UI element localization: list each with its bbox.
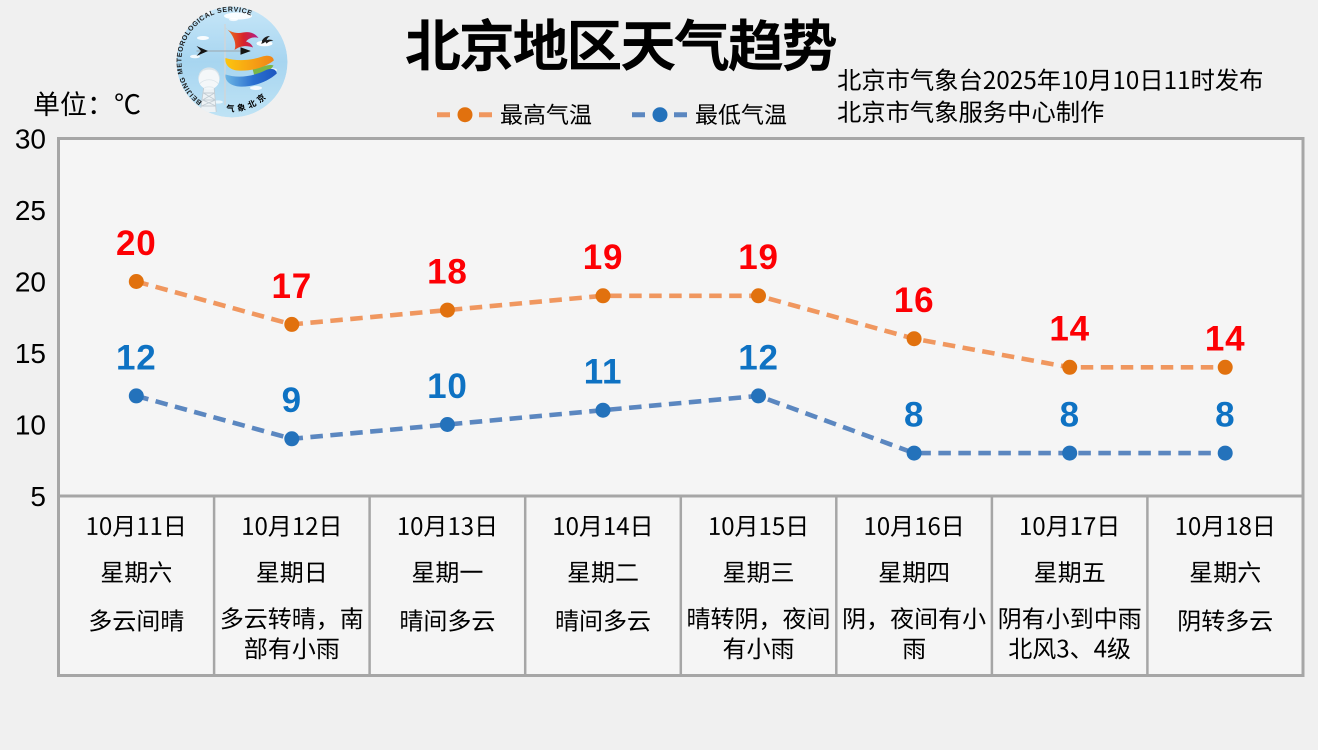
svg-text:8: 8	[1215, 396, 1235, 435]
svg-text:19: 19	[738, 238, 779, 277]
svg-text:11: 11	[584, 353, 623, 392]
svg-text:18: 18	[427, 253, 468, 292]
svg-text:12: 12	[116, 338, 157, 377]
svg-text:14: 14	[1049, 310, 1090, 349]
svg-text:25: 25	[15, 195, 46, 226]
svg-text:10: 10	[427, 367, 468, 406]
svg-text:15: 15	[15, 338, 46, 369]
svg-text:16: 16	[894, 281, 935, 320]
svg-text:17: 17	[272, 267, 313, 306]
svg-text:8: 8	[1060, 396, 1080, 435]
svg-text:30: 30	[15, 124, 46, 155]
svg-text:9: 9	[282, 381, 302, 420]
svg-text:8: 8	[904, 396, 924, 435]
svg-text:14: 14	[1205, 319, 1246, 358]
svg-text:10: 10	[15, 410, 46, 441]
svg-text:20: 20	[15, 267, 46, 298]
svg-text:20: 20	[116, 224, 157, 263]
svg-text:19: 19	[583, 238, 624, 277]
svg-text:5: 5	[30, 481, 46, 512]
svg-text:12: 12	[738, 338, 779, 377]
